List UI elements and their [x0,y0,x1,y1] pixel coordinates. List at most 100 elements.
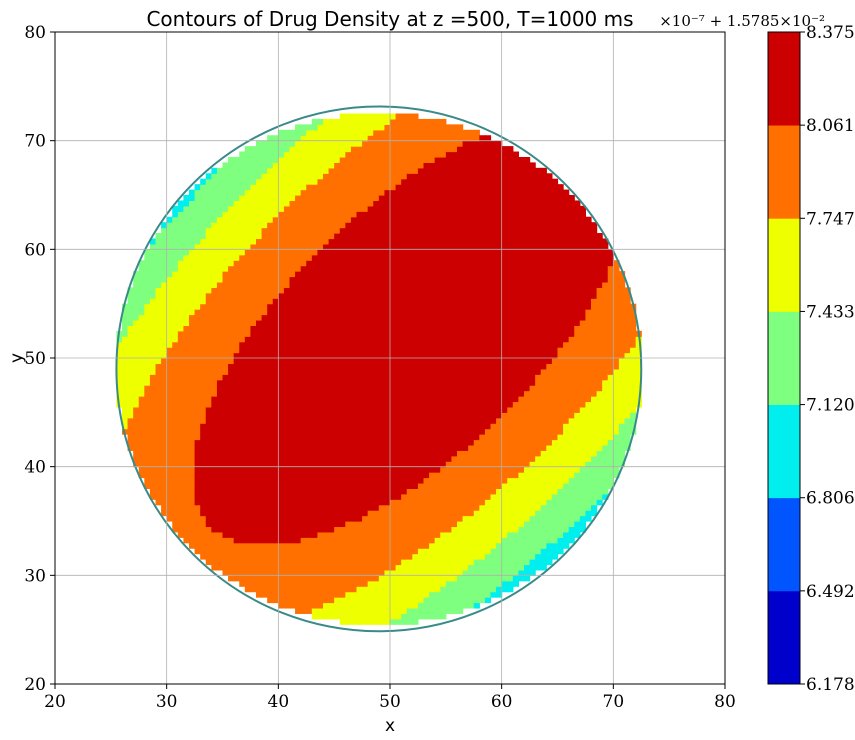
contour-cell [267,184,274,191]
contour-cell [401,482,408,489]
contour-cell [462,314,469,321]
contour-cell [457,597,464,604]
contour-cell [462,140,469,147]
contour-cell [323,336,330,343]
contour-cell [272,493,279,500]
contour-cell [233,260,240,267]
contour-cell [144,298,151,305]
contour-cell [138,374,145,381]
contour-cell [440,374,447,381]
contour-cell [149,401,157,408]
contour-cell [278,569,285,576]
contour-cell [295,151,302,158]
contour-cell [161,428,168,435]
contour-cell [250,227,257,234]
contour-cell [161,238,168,245]
contour-cell [339,113,346,120]
contour-cell [401,385,408,392]
contour-cell [457,434,464,441]
contour-cell [412,586,419,593]
contour-cell [133,336,140,343]
contour-cell [406,444,413,451]
contour-cell [211,173,218,180]
contour-cell [295,319,302,326]
contour-cell [401,455,408,462]
contour-cell [205,281,212,288]
contour-cell [289,569,296,576]
contour-cell [205,482,212,489]
contour-cell [373,461,380,468]
contour-cell [367,504,374,511]
contour-cell [423,580,430,587]
contour-cell [350,151,358,158]
contour-cell [339,260,346,267]
contour-cell [457,537,464,544]
contour-cell [211,450,218,457]
contour-cell [149,390,157,397]
contour-cell [345,499,352,506]
contour-cell [155,466,162,473]
contour-cell [434,325,441,332]
contour-cell [194,542,201,549]
contour-cell [395,553,402,560]
contour-cell [356,542,363,549]
contour-cell [155,396,162,403]
contour-cell [328,281,335,288]
contour-cell [362,249,369,256]
contour-cell [373,472,380,479]
contour-cell [228,276,235,283]
contour-cell [445,292,453,299]
contour-cell [390,325,397,332]
contour-cell [390,569,397,576]
contour-cell [233,162,240,169]
contour-cell [122,347,129,354]
contour-cell [267,319,274,326]
contour-cell [378,146,386,153]
contour-cell [278,211,285,218]
contour-cell [144,374,151,381]
contour-cell [244,396,252,403]
contour-cell [166,466,173,473]
contour-cell [373,450,380,457]
contour-cell [183,499,190,506]
contour-cell [233,184,240,191]
contour-cell [323,200,330,207]
contour-cell [434,455,441,462]
contour-cell [161,510,168,517]
contour-cell [339,477,346,484]
contour-cell [289,586,296,593]
contour-cell [462,396,469,403]
contour-cell [412,607,419,614]
contour-cell [216,396,224,403]
contour-cell [412,243,419,250]
contour-cell [172,314,179,321]
contour-cell [384,586,391,593]
contour-cell [311,510,319,517]
contour-cell [345,553,352,560]
contour-cell [278,553,285,560]
contour-cell [317,146,324,153]
contour-cell [367,586,374,593]
contour-cell [233,368,240,375]
contour-cell [189,477,196,484]
contour-cell [172,292,179,299]
contour-cell [468,515,475,522]
contour-cell [350,591,358,598]
contour-cell [267,379,274,386]
contour-cell [445,401,453,408]
contour-cell [122,385,129,392]
contour-cell [311,156,319,163]
contour-cell [244,233,252,240]
contour-cell [261,499,268,506]
contour-cell [429,542,436,549]
contour-cell [395,504,402,511]
contour-cell [356,428,363,435]
contour-cell [283,352,291,359]
contour-cell [306,271,313,278]
contour-cell [451,260,458,267]
contour-cell [462,542,469,549]
contour-cell [434,428,441,435]
contour-cell [289,298,296,305]
contour-cell [228,466,235,473]
contour-cell [323,135,330,142]
